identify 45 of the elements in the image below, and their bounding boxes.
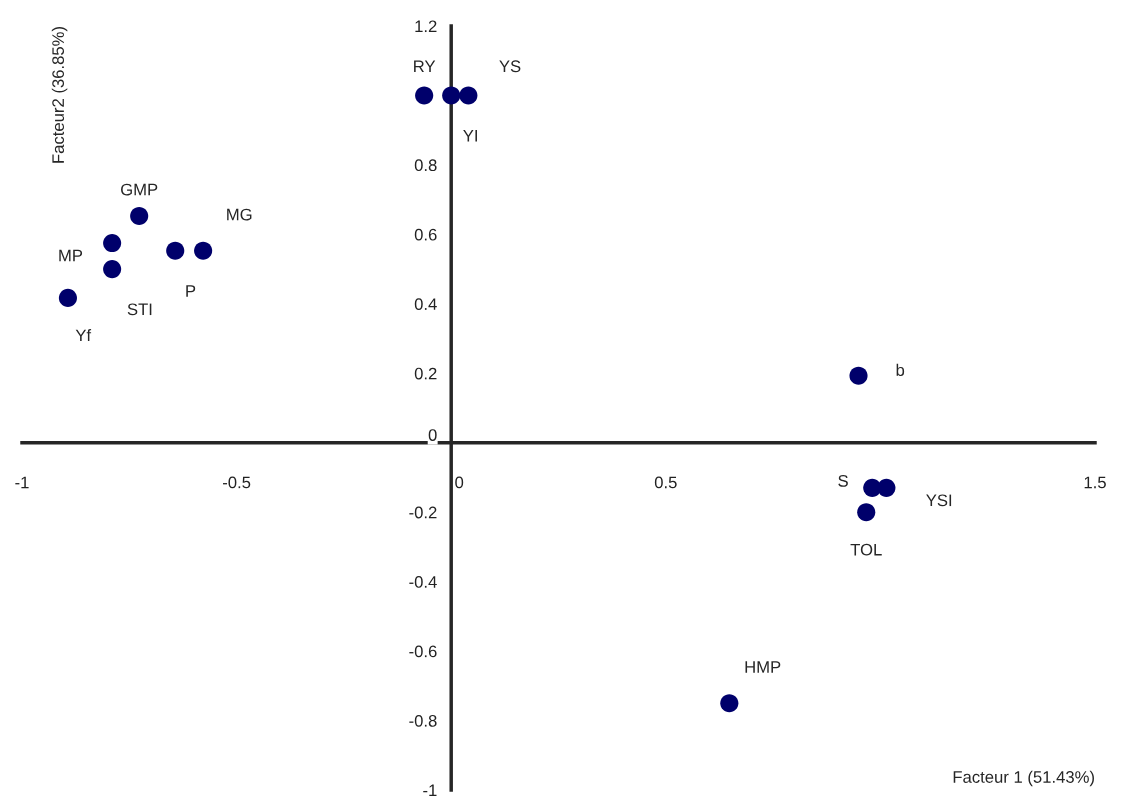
- annotation: b: [896, 363, 905, 377]
- annotation: MG: [227, 208, 252, 221]
- annotation: STI: [127, 303, 152, 316]
- x-tick-label: 0.5: [654, 476, 677, 489]
- y-tick-label: 0.2: [414, 367, 437, 380]
- annotation: YI: [463, 129, 477, 142]
- point: [877, 478, 896, 497]
- y-tick-label: -0.2: [409, 506, 437, 519]
- x-tick-label: -1: [15, 476, 29, 489]
- point: [720, 694, 739, 713]
- annotation: GMP: [121, 183, 158, 196]
- point: [459, 86, 478, 105]
- point: [58, 288, 77, 307]
- point: [166, 241, 185, 260]
- y-tick-label: -0.8: [409, 714, 437, 727]
- y-tick-label: 0.6: [414, 228, 437, 241]
- annotation: TOL: [850, 543, 882, 556]
- y-tick-label: -0.4: [409, 576, 437, 588]
- annotation: HMP: [745, 661, 781, 673]
- point: [103, 233, 122, 253]
- y-tick-label: -0.6: [409, 645, 437, 658]
- point: [130, 206, 149, 226]
- y-tick-label: 1.2: [415, 20, 437, 33]
- y-tick-label: 0.8: [414, 159, 437, 172]
- point: [103, 260, 122, 279]
- y-tick-label: 0.4: [414, 298, 437, 311]
- point: [849, 366, 868, 385]
- point: [415, 86, 434, 105]
- point: [442, 86, 461, 105]
- annotation: YSI: [926, 494, 952, 507]
- annotation: S: [838, 474, 848, 487]
- x-tick-label: 1.5: [1084, 476, 1106, 489]
- x-tick-label: 0: [455, 476, 464, 489]
- point: [857, 503, 876, 522]
- y-axis-title: Facteur2 (36.85%): [51, 27, 68, 163]
- y-tick-label: -1: [423, 784, 437, 797]
- annotation: Yf: [75, 329, 92, 342]
- annotation: YS: [499, 60, 521, 73]
- annotation: MP: [59, 249, 83, 262]
- x-axis-title: Facteur 1 (51.43%): [953, 770, 1094, 787]
- x-tick-label: -0.5: [222, 476, 251, 489]
- annotation: RY: [414, 60, 436, 72]
- y-tick-label: 0: [428, 429, 437, 441]
- point: [194, 241, 213, 260]
- annotation: P: [186, 285, 196, 297]
